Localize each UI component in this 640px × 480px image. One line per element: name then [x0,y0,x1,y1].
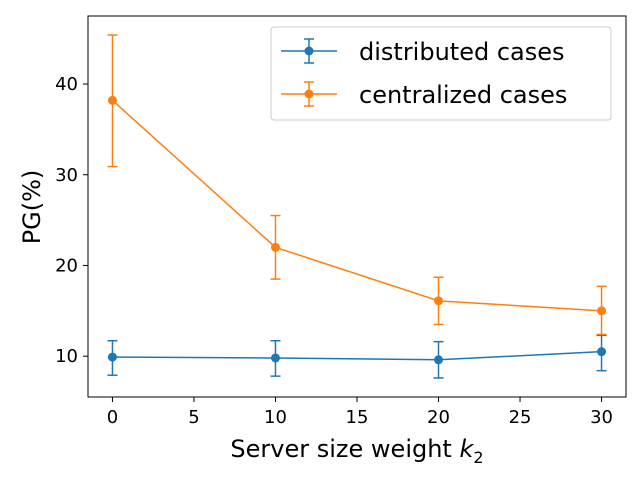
data-point [597,347,607,357]
x-tick-label: 5 [188,407,199,428]
x-tick-label: 30 [590,407,613,428]
legend: distributed cases centralized cases [270,26,612,121]
y-axis-ticks: 10 20 30 40 [55,74,88,367]
y-tick-label: 40 [55,74,78,95]
x-tick-label: 25 [509,407,532,428]
series-distributed [107,334,607,379]
data-point [434,296,444,306]
y-tick-label: 30 [55,165,78,186]
data-point [434,355,444,365]
x-tick-label: 20 [427,407,450,428]
legend-label: distributed cases [359,38,565,66]
x-axis-ticks: 0 5 10 15 20 25 30 [107,397,613,428]
x-tick-label: 10 [264,407,287,428]
x-axis-label: Server size weight k2 [230,435,483,467]
legend-marker [304,46,314,56]
data-point [107,352,117,362]
data-point [107,95,117,105]
series-line [112,350,602,361]
y-tick-label: 20 [55,255,78,276]
legend-marker [304,89,314,99]
data-point [597,306,607,316]
series-line [111,99,602,312]
data-point [270,242,280,252]
x-tick-label: 15 [346,407,369,428]
data-point [270,353,280,363]
y-axis-label: PG(%) [18,170,46,245]
legend-label: centralized cases [359,81,567,109]
y-tick-label: 10 [55,346,78,367]
legend-box [270,26,612,121]
x-tick-label: 0 [107,407,118,428]
series-centralized [107,34,607,336]
series-layer [107,34,607,379]
